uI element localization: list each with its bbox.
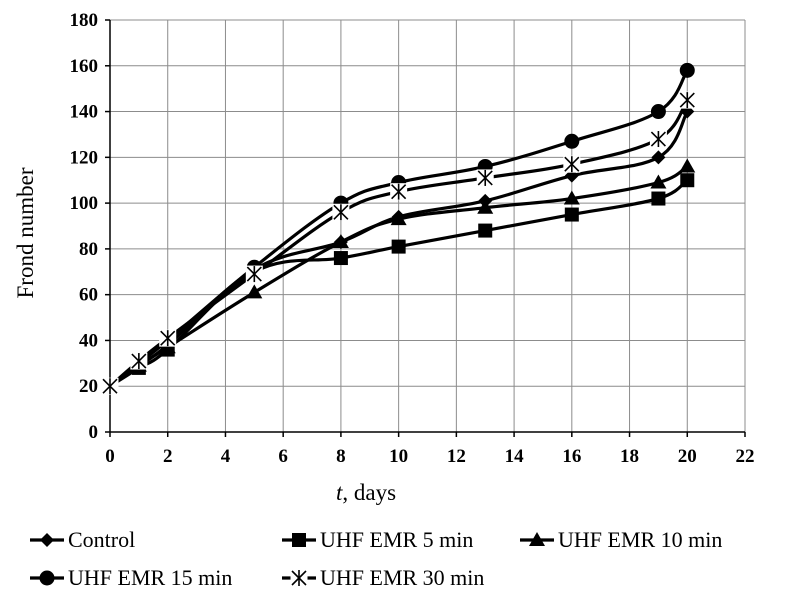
y-tick-label: 40 [79, 330, 98, 351]
series-uhf-emr-10-min [102, 158, 696, 393]
series-uhf-emr-15-min-marker [679, 62, 695, 78]
series-uhf-emr-10-min-marker [332, 234, 349, 249]
x-axis-label-italic: t [336, 480, 343, 505]
legend: Control UHF EMR 5 min UHF EMR 10 min UHF EM… [30, 527, 722, 590]
legend-marker [39, 570, 55, 586]
series-uhf-emr-30-min-marker [159, 329, 177, 347]
x-tick-label: 2 [163, 446, 173, 467]
series-uhf-emr-15-min-line [109, 69, 689, 388]
legend-label: UHF EMR 10 min [558, 527, 722, 552]
x-tick-label: 10 [389, 446, 408, 467]
legend-item-control: Control [30, 527, 135, 552]
legend-label: Control [68, 527, 135, 552]
y-tick-label: 140 [70, 102, 99, 123]
legend-item-uhf-emr-5-min: UHF EMR 5 min [282, 527, 473, 552]
series-uhf-emr-15-min-marker [564, 133, 580, 149]
series-uhf-emr-30-min [101, 91, 696, 395]
series-uhf-emr-30-min-marker [130, 352, 148, 370]
series-group [101, 62, 696, 395]
series-uhf-emr-5-min-marker [333, 251, 348, 266]
legend-label: UHF EMR 5 min [320, 527, 473, 552]
legend-item-uhf-emr-10-min: UHF EMR 10 min [520, 527, 722, 552]
x-tick-labels: 0 2 4 6 8 10 12 14 16 18 20 22 [105, 446, 754, 467]
series-uhf-emr-30-min-marker [649, 130, 667, 148]
series-uhf-emr-30-min-marker [678, 91, 696, 109]
x-tick-label: 12 [447, 446, 466, 467]
legend-item-uhf-emr-15-min: UHF EMR 15 min [30, 565, 232, 590]
series-uhf-emr-10-min-marker [563, 190, 580, 205]
y-tick-label: 80 [79, 239, 98, 260]
x-tick-label: 8 [336, 446, 346, 467]
series-uhf-emr-10-min-marker [246, 284, 263, 299]
legend-label: UHF EMR 30 min [320, 565, 484, 590]
legend-marker [292, 533, 306, 547]
series-uhf-emr-30-min-marker [563, 155, 581, 173]
x-tick-label: 18 [620, 446, 639, 467]
series-uhf-emr-10-min-marker [477, 199, 494, 214]
series-uhf-emr-5-min-marker [478, 223, 493, 238]
y-tick-label: 120 [70, 147, 99, 168]
series-uhf-emr-10-min-line [109, 165, 689, 388]
series-uhf-emr-30-min-marker [245, 265, 263, 283]
x-tick-label: 14 [505, 446, 525, 467]
x-axis-label-rest: , days [342, 480, 396, 505]
y-tick-label: 160 [70, 56, 99, 77]
legend-marker [290, 569, 308, 587]
series-uhf-emr-5-min-marker [391, 239, 406, 254]
series-uhf-emr-30-min-line [108, 99, 689, 388]
series-uhf-emr-5-min-marker [680, 173, 695, 188]
legend-marker [40, 533, 54, 547]
y-tick-label: 100 [70, 193, 99, 214]
y-tick-labels: 0 20 40 60 80 100 120 140 160 180 [70, 10, 99, 443]
y-axis-label: Frond number [13, 167, 38, 298]
x-tick-label: 6 [278, 446, 288, 467]
series-uhf-emr-30-min-marker [390, 183, 408, 201]
series-uhf-emr-30-min-marker [101, 377, 119, 395]
series-uhf-emr-15-min-marker [650, 104, 666, 120]
series-uhf-emr-30-min-marker [476, 169, 494, 187]
x-tick-label: 20 [678, 446, 697, 467]
x-tick-label: 4 [221, 446, 231, 467]
x-tick-label: 22 [736, 446, 755, 467]
y-tick-label: 20 [79, 376, 98, 397]
x-tick-label: 16 [562, 446, 581, 467]
legend-item-uhf-emr-30-min: UHF EMR 30 min [282, 565, 484, 590]
axes [105, 19, 746, 437]
x-axis-label: t, days [336, 480, 396, 505]
series-control-marker [651, 150, 666, 165]
series-uhf-emr-5-min-marker [651, 191, 666, 206]
series-uhf-emr-5-min-marker [564, 207, 579, 222]
legend-label: UHF EMR 15 min [68, 565, 232, 590]
y-tick-label: 0 [89, 422, 99, 443]
x-tick-label: 0 [105, 446, 115, 467]
y-tick-label: 60 [79, 285, 98, 306]
legend-marker [529, 532, 545, 546]
series-uhf-emr-10-min-marker [650, 174, 667, 189]
series-uhf-emr-5-min-line [109, 178, 689, 388]
grid-lines [110, 19, 746, 432]
series-uhf-emr-10-min-marker [679, 158, 696, 173]
y-tick-label: 180 [70, 10, 99, 31]
series-uhf-emr-30-min-marker [332, 203, 350, 221]
series-uhf-emr-10-min-marker [390, 211, 407, 226]
